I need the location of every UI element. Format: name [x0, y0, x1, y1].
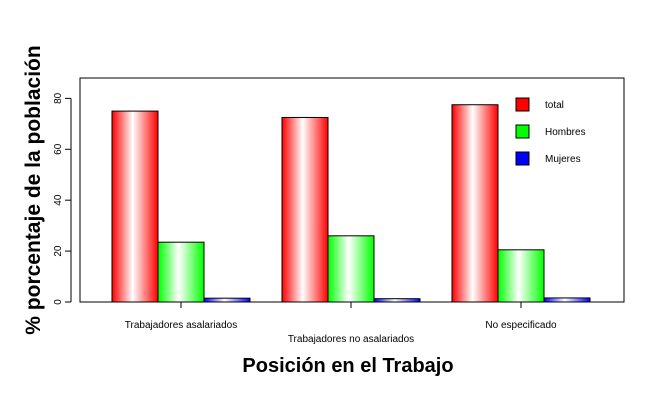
- bar-mujeres-trabajadores-no-asalariados: [373, 298, 421, 303]
- bar-mujeres-no-especificado: [543, 297, 591, 303]
- y-tick-label: 20: [53, 245, 64, 257]
- x-axis-label: Posición en el Trabajo: [242, 355, 453, 377]
- bar-total-trabajadores-asalariados: [111, 110, 159, 303]
- legend-label-total: total: [545, 100, 564, 111]
- y-tick-label: 60: [53, 143, 64, 155]
- bar-hombres-trabajadores-no-asalariados: [327, 235, 375, 303]
- legend-label-mujeres: Mujeres: [545, 154, 581, 165]
- legend-label-hombres: Hombres: [545, 127, 586, 138]
- x-tick-label-no-especificado: No especificado: [485, 320, 557, 331]
- bar-total-no-especificado: [451, 104, 499, 303]
- y-axis: 0 20 40 60 80: [53, 92, 72, 305]
- legend: total Hombres Mujeres: [515, 97, 586, 166]
- y-tick-label: 0: [53, 299, 64, 305]
- bar-mujeres-trabajadores-asalariados: [203, 297, 251, 303]
- bar-hombres-no-especificado: [497, 249, 545, 303]
- legend-swatch-hombres: [515, 124, 530, 139]
- bars-group: [111, 104, 591, 303]
- bar-hombres-trabajadores-asalariados: [157, 241, 205, 303]
- x-tick-label-trabajadores-no-asalariados: Trabajadores no asalariados: [288, 334, 414, 345]
- legend-swatch-total: [515, 97, 530, 112]
- x-axis: Trabajadores asalariados Trabajadores no …: [125, 302, 557, 345]
- x-tick-label-trabajadores-asalariados: Trabajadores asalariados: [125, 320, 237, 331]
- y-axis-label: % porcentaje de la población: [22, 45, 45, 334]
- bar-total-trabajadores-no-asalariados: [281, 116, 329, 303]
- legend-swatch-mujeres: [515, 151, 530, 166]
- y-tick-label: 80: [53, 92, 64, 104]
- y-tick-label: 40: [53, 194, 64, 206]
